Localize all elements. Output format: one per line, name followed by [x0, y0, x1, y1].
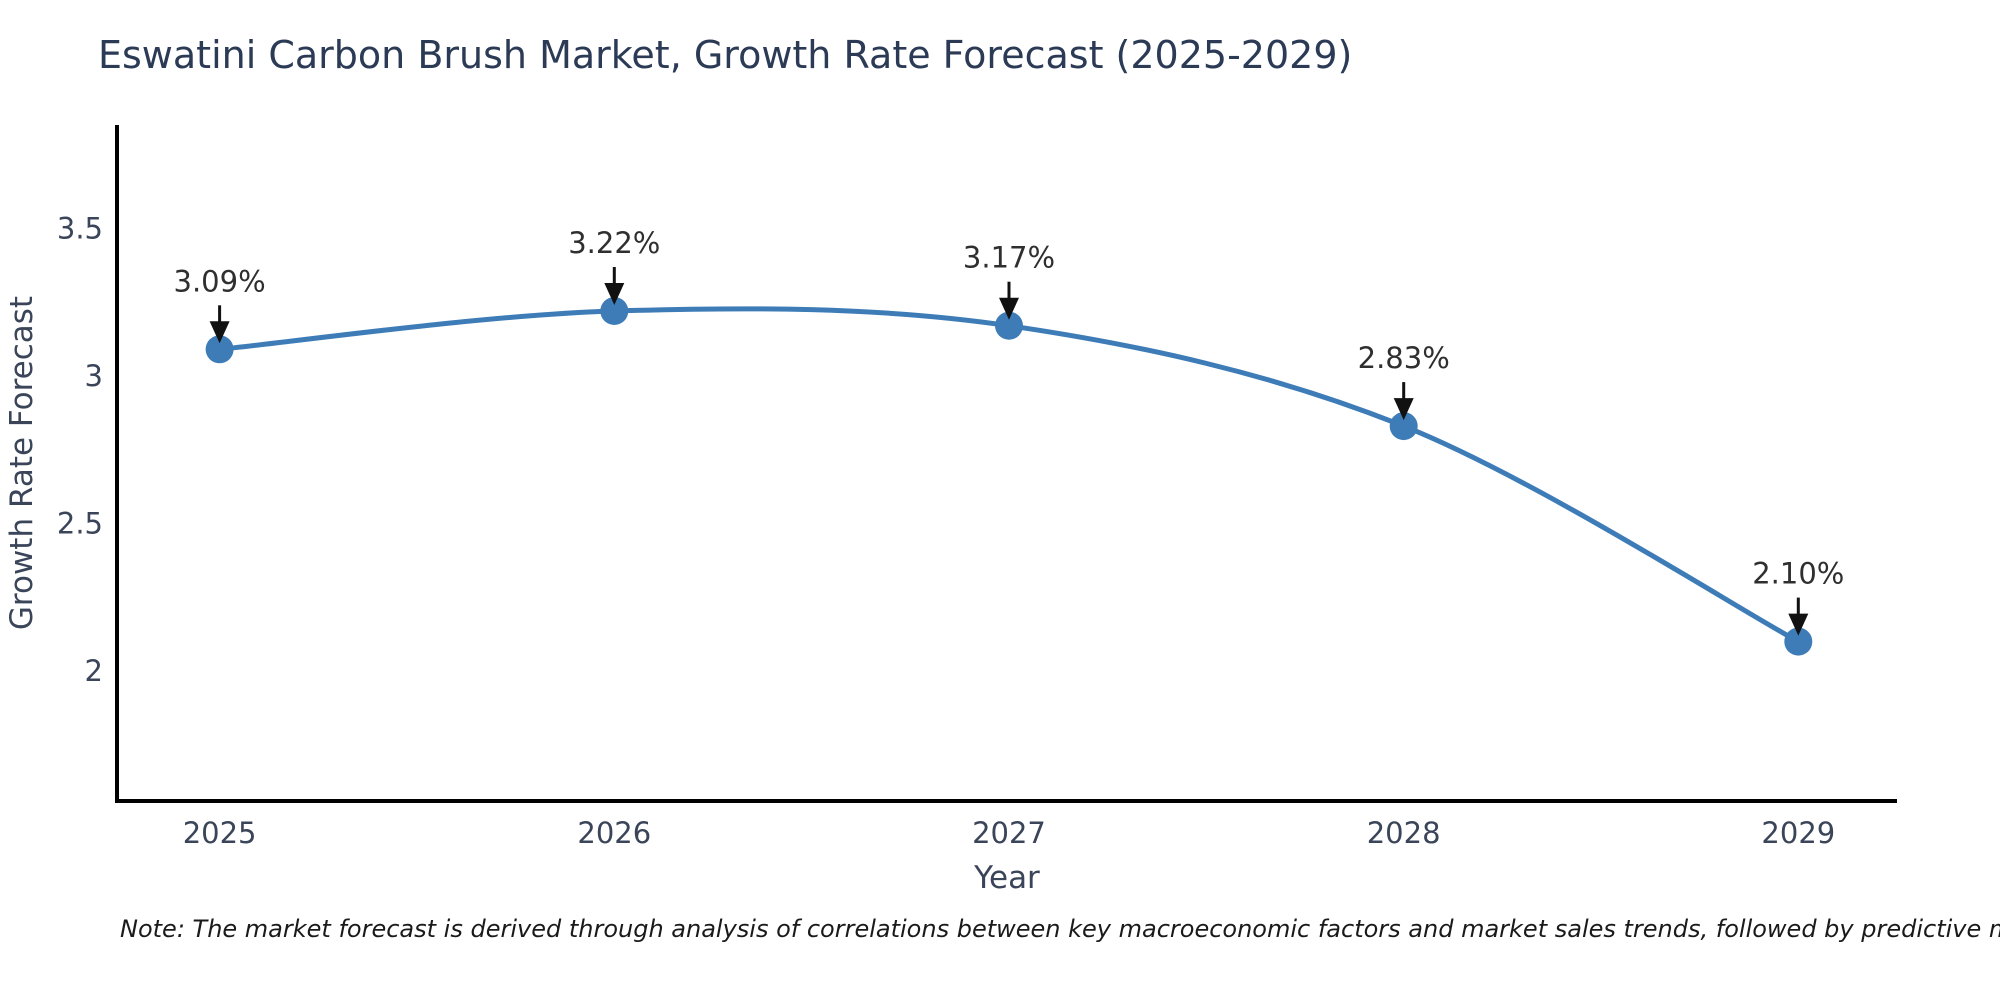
data-point-label: 3.09%: [174, 264, 266, 298]
data-point-label: 3.17%: [963, 241, 1055, 275]
annotation-arrowhead-icon: [1788, 613, 1809, 636]
point-annotations: 3.09% 3.22% 3.17% 2.83% 2.10%: [174, 226, 1844, 636]
y-tick-label: 2.5: [57, 507, 103, 541]
x-tick-label: 2026: [577, 816, 651, 850]
x-axis-title: Year: [973, 860, 1040, 896]
series-markers: [205, 297, 1813, 656]
data-point-label: 2.83%: [1358, 341, 1450, 375]
data-point-label: 3.22%: [568, 226, 660, 260]
x-axis-tick-labels: 2025 2026 2027 2028 2029: [183, 816, 1836, 850]
axes-spines: [115, 125, 1897, 803]
annotation-arrowhead-icon: [209, 321, 230, 344]
data-point-marker: [600, 297, 629, 325]
series-line: [217, 306, 1801, 645]
data-point-marker: [205, 335, 234, 364]
x-tick-label: 2029: [1761, 816, 1835, 850]
data-point-marker: [995, 311, 1023, 340]
y-tick-label: 2: [85, 654, 103, 688]
y-tick-label: 3.5: [57, 211, 103, 245]
x-tick-label: 2027: [972, 816, 1046, 850]
y-tick-label: 3: [85, 359, 103, 393]
y-axis-tick-labels: 2 2.5 3 3.5: [57, 211, 103, 688]
annotation-arrowhead-icon: [1393, 398, 1414, 421]
annotation-arrowhead-icon: [604, 283, 625, 305]
annotation-arrowhead-icon: [999, 297, 1019, 320]
footnote: Note: The market forecast is derived thr…: [120, 915, 2000, 943]
x-tick-label: 2028: [1367, 816, 1441, 850]
data-point-marker: [1784, 627, 1813, 656]
y-axis-title: Growth Rate Forecast: [4, 296, 40, 630]
x-tick-label: 2025: [183, 816, 257, 850]
growth-rate-curve: [217, 306, 1801, 645]
data-point-label: 2.10%: [1752, 557, 1844, 591]
data-point-marker: [1389, 412, 1418, 441]
chart-title: Eswatini Carbon Brush Market, Growth Rat…: [98, 33, 1352, 77]
